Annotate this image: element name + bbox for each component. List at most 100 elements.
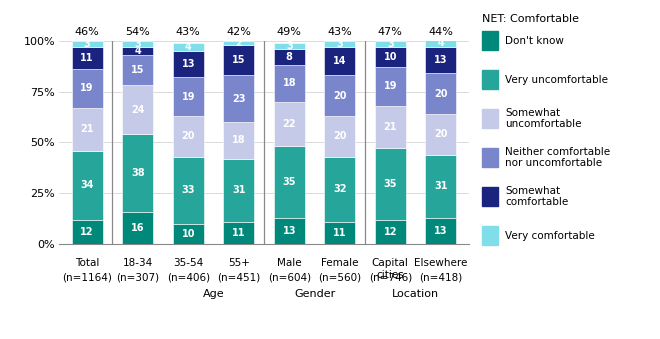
- Text: Age: Age: [203, 289, 224, 299]
- Bar: [122, 85, 153, 134]
- Text: 21: 21: [81, 124, 94, 134]
- Bar: [274, 146, 305, 218]
- Text: 19: 19: [81, 83, 94, 94]
- Bar: [71, 69, 103, 108]
- Text: Neither comfortable
nor uncomfortable: Neither comfortable nor uncomfortable: [505, 147, 610, 168]
- Text: 43%: 43%: [176, 27, 201, 37]
- Text: 31: 31: [232, 185, 246, 195]
- Text: 33: 33: [182, 185, 195, 195]
- Text: 8: 8: [286, 52, 292, 62]
- Text: 32: 32: [333, 184, 346, 194]
- Text: 38: 38: [131, 168, 145, 178]
- Text: 43%: 43%: [327, 27, 352, 37]
- Bar: [324, 75, 356, 116]
- Bar: [324, 157, 356, 222]
- Bar: [71, 41, 103, 47]
- Text: 35-54: 35-54: [173, 258, 203, 268]
- Bar: [122, 134, 153, 212]
- Bar: [375, 106, 406, 148]
- Text: Somewhat
comfortable: Somewhat comfortable: [505, 186, 568, 207]
- Text: 13: 13: [282, 226, 296, 236]
- Text: 49%: 49%: [277, 27, 302, 37]
- Text: (n=406): (n=406): [167, 273, 210, 282]
- Text: 19: 19: [383, 81, 397, 92]
- Text: 12: 12: [81, 227, 94, 237]
- Text: 12: 12: [383, 227, 397, 237]
- Text: 10: 10: [383, 52, 397, 62]
- Bar: [223, 75, 254, 122]
- Bar: [172, 116, 204, 157]
- Bar: [172, 157, 204, 224]
- Bar: [274, 218, 305, 244]
- Text: 11: 11: [333, 228, 346, 238]
- Text: 2: 2: [236, 38, 242, 48]
- Text: 18-34: 18-34: [123, 258, 153, 268]
- Text: Somewhat
uncomfortable: Somewhat uncomfortable: [505, 108, 581, 129]
- Bar: [324, 41, 356, 47]
- Bar: [71, 47, 103, 69]
- Text: 3: 3: [135, 39, 141, 49]
- Text: 20: 20: [434, 129, 447, 139]
- Text: 35: 35: [282, 177, 296, 187]
- Text: (n=604): (n=604): [268, 273, 311, 282]
- Bar: [324, 116, 356, 157]
- Text: (n=307): (n=307): [116, 273, 159, 282]
- Bar: [223, 159, 254, 222]
- Bar: [122, 55, 153, 85]
- Bar: [274, 65, 305, 102]
- Text: (n=560): (n=560): [318, 273, 361, 282]
- Text: 35: 35: [383, 179, 397, 189]
- Bar: [425, 218, 457, 244]
- Text: Total: Total: [75, 258, 100, 268]
- Text: Very uncomfortable: Very uncomfortable: [505, 75, 608, 85]
- Text: Elsewhere: Elsewhere: [414, 258, 467, 268]
- Bar: [324, 47, 356, 75]
- Text: 18: 18: [232, 135, 246, 145]
- Text: 34: 34: [81, 180, 94, 190]
- Text: 42%: 42%: [226, 27, 251, 37]
- Text: Don't know: Don't know: [505, 36, 564, 46]
- Text: (n=746): (n=746): [369, 273, 412, 282]
- Text: 13: 13: [182, 59, 195, 69]
- Text: 4: 4: [438, 38, 444, 48]
- Text: (n=1164): (n=1164): [62, 273, 112, 282]
- Bar: [71, 151, 103, 220]
- Text: 3: 3: [84, 39, 90, 49]
- Text: 24: 24: [131, 105, 145, 115]
- Text: 44%: 44%: [428, 27, 453, 37]
- Bar: [172, 77, 204, 116]
- Text: 4: 4: [135, 46, 141, 56]
- Text: 19: 19: [182, 92, 195, 102]
- Text: (n=418): (n=418): [419, 273, 463, 282]
- Bar: [375, 148, 406, 220]
- Text: 13: 13: [434, 226, 447, 236]
- Bar: [122, 212, 153, 244]
- Text: 3: 3: [286, 41, 292, 51]
- Text: 3: 3: [387, 39, 393, 49]
- Bar: [122, 47, 153, 55]
- Bar: [274, 102, 305, 146]
- Text: 47%: 47%: [378, 27, 403, 37]
- Bar: [172, 51, 204, 77]
- Text: Male: Male: [277, 258, 302, 268]
- Bar: [71, 220, 103, 244]
- Text: 15: 15: [131, 65, 145, 75]
- Text: 54%: 54%: [125, 27, 150, 37]
- Bar: [223, 41, 254, 45]
- Text: 46%: 46%: [75, 27, 100, 37]
- Bar: [324, 222, 356, 244]
- Text: Capital
cities: Capital cities: [372, 258, 409, 280]
- Bar: [223, 45, 254, 75]
- Text: 18: 18: [282, 78, 296, 88]
- Bar: [274, 49, 305, 65]
- Text: Gender: Gender: [294, 289, 335, 299]
- Bar: [172, 224, 204, 244]
- Bar: [425, 155, 457, 218]
- Text: 11: 11: [81, 53, 94, 63]
- Bar: [223, 122, 254, 159]
- Text: 22: 22: [282, 119, 296, 129]
- Bar: [375, 67, 406, 106]
- Bar: [274, 43, 305, 49]
- Text: 16: 16: [131, 223, 145, 233]
- Text: NET: Comfortable: NET: Comfortable: [482, 14, 579, 23]
